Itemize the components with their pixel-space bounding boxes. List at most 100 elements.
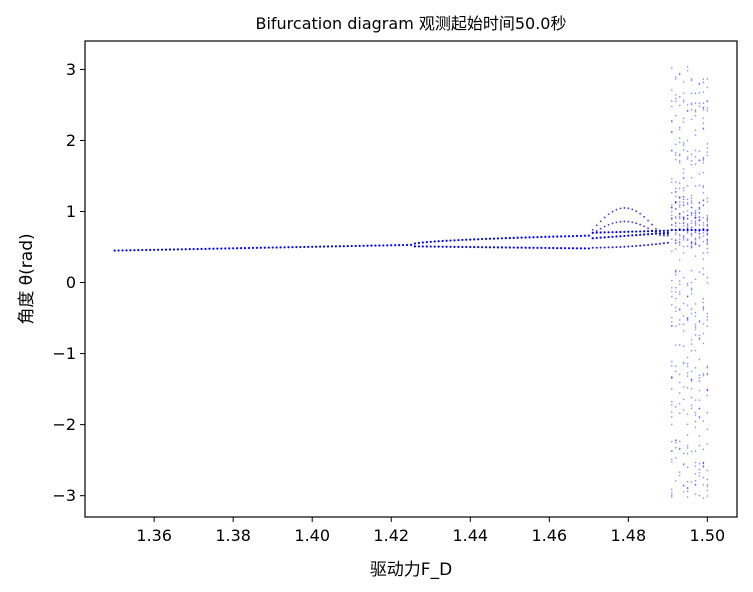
data-point (603, 225, 606, 228)
data-point (678, 259, 681, 261)
data-point (283, 246, 286, 249)
data-point (674, 228, 677, 232)
data-point (682, 237, 685, 239)
data-point (366, 244, 369, 247)
data-point (671, 286, 673, 289)
data-point (627, 234, 630, 237)
data-point (674, 231, 677, 234)
data-point (690, 153, 693, 156)
data-point (686, 365, 689, 368)
data-point (694, 303, 697, 305)
y-axis-ticks: −3 −2 −1 0 1 2 3 (52, 60, 85, 505)
data-point (702, 306, 705, 308)
data-point (698, 92, 701, 94)
data-point (658, 232, 662, 235)
data-point (702, 258, 705, 260)
data-point (690, 269, 693, 272)
data-point (702, 267, 705, 270)
data-point (682, 222, 685, 224)
data-point (157, 248, 160, 251)
data-point (635, 233, 638, 237)
data-point (678, 373, 681, 376)
data-point (674, 221, 677, 224)
data-point (678, 471, 681, 473)
data-point (678, 392, 681, 394)
data-point (492, 246, 496, 249)
data-point (674, 286, 677, 289)
data-point (595, 229, 598, 232)
data-point (682, 121, 685, 123)
data-point (611, 210, 614, 213)
data-point (698, 82, 701, 85)
data-point (686, 434, 689, 436)
data-point (548, 235, 551, 238)
data-point (690, 289, 693, 291)
data-point (678, 293, 681, 296)
data-point (686, 210, 689, 212)
data-point (674, 229, 677, 232)
data-point (671, 494, 673, 497)
data-point (706, 388, 709, 391)
data-point (686, 227, 689, 230)
data-point (698, 216, 701, 219)
y-tick-label: 1 (66, 202, 76, 221)
data-point (607, 213, 610, 216)
data-point (678, 213, 681, 216)
data-point (698, 159, 701, 161)
data-point (698, 173, 701, 175)
data-point (611, 231, 614, 234)
data-point (639, 244, 642, 247)
data-point (469, 245, 472, 249)
data-point (690, 229, 693, 231)
data-point (615, 208, 618, 211)
data-point (698, 244, 701, 247)
data-point (682, 196, 685, 198)
data-point (149, 248, 152, 251)
chart-title: Bifurcation diagram 观测起始时间50.0秒 (255, 14, 566, 33)
data-point (441, 245, 444, 248)
data-point (473, 238, 476, 241)
data-point (698, 468, 701, 471)
y-tick-label: 2 (66, 131, 76, 150)
data-point (678, 95, 681, 98)
data-point (706, 443, 709, 445)
data-point (686, 227, 689, 230)
data-point (674, 439, 677, 441)
data-point (698, 159, 701, 162)
data-point (671, 218, 673, 221)
data-point (698, 105, 701, 108)
data-point (698, 416, 701, 419)
data-point (686, 218, 689, 220)
data-point (575, 247, 579, 250)
data-point (702, 171, 705, 174)
data-point (702, 297, 705, 300)
data-point (690, 220, 693, 222)
data-point (449, 245, 452, 248)
data-point (484, 246, 488, 249)
data-point (694, 238, 697, 241)
data-point (690, 308, 693, 310)
data-point (682, 345, 685, 347)
data-point (671, 206, 673, 208)
data-point (694, 328, 697, 331)
data-point (686, 362, 689, 365)
data-point (698, 206, 701, 209)
data-point (686, 198, 689, 201)
data-point (655, 228, 657, 230)
data-point (643, 233, 646, 236)
data-point (690, 287, 693, 290)
data-point (611, 235, 614, 238)
data-point (263, 246, 266, 249)
data-point (512, 246, 515, 249)
data-point (524, 246, 527, 249)
data-point (674, 225, 677, 228)
data-point (678, 204, 681, 206)
data-point (567, 235, 571, 238)
data-point (682, 149, 685, 151)
data-point (690, 244, 693, 247)
data-point (682, 219, 685, 221)
data-point (682, 398, 685, 401)
data-point (702, 228, 705, 232)
data-point (702, 227, 705, 230)
data-point (702, 332, 705, 335)
